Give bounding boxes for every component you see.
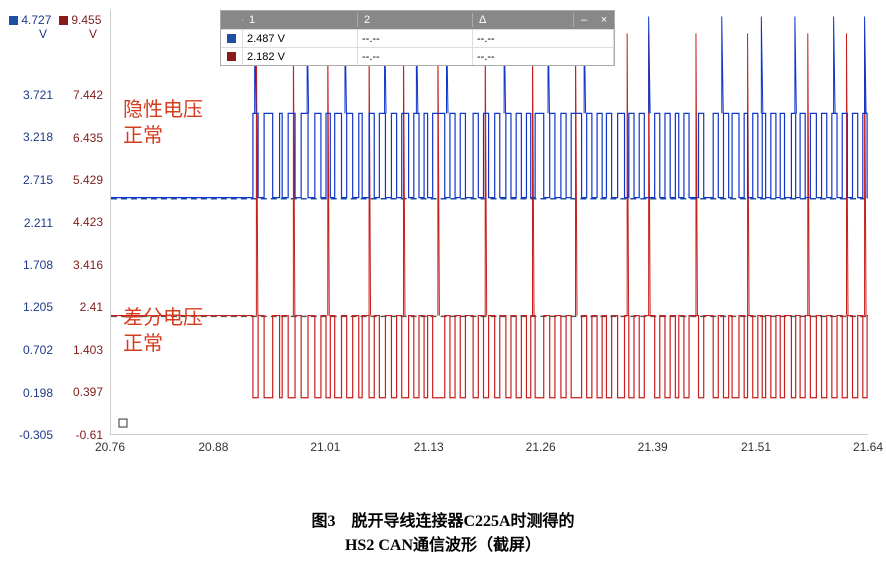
measurement-row: 2.487 V--.----.-- [221, 29, 614, 47]
y-tick-label: 4.423 [57, 215, 103, 229]
axis1-marker-icon [9, 16, 18, 25]
x-tick-label: 21.64 [853, 440, 883, 454]
measure-val-2: --.-- [358, 47, 473, 65]
y1-unit: V [39, 27, 47, 41]
x-tick-label: 21.51 [741, 440, 771, 454]
y1-top-label: 4.727 [21, 13, 51, 27]
y-tick-label: 1.205 [7, 300, 53, 314]
measure-val-1: 2.182 V [243, 47, 358, 65]
x-axis: 20.7620.8821.0121.1321.2621.3921.5121.64 [110, 435, 868, 455]
caption-line-1: 图3 脱开导线连接器C225A时测得的 [0, 510, 886, 534]
minimize-button[interactable]: – [574, 11, 594, 29]
y-tick-label: 2.211 [7, 216, 53, 230]
measure-val-1: 2.487 V [243, 29, 358, 47]
x-tick-label: 21.13 [414, 440, 444, 454]
axis2-marker-icon [59, 16, 68, 25]
x-tick-label: 21.39 [638, 440, 668, 454]
oscilloscope-chart: 4.727 V 9.455 V 20.7620.8821.0121.1321.2… [5, 5, 881, 480]
x-tick-label: 21.26 [526, 440, 556, 454]
measure-col-2: 2 [358, 13, 473, 27]
y-tick-label: 5.429 [57, 173, 103, 187]
y-tick-label: 6.435 [57, 131, 103, 145]
measure-col-delta: Δ [473, 13, 574, 27]
y-tick-label: 1.708 [7, 258, 53, 272]
y-tick-label: -0.305 [7, 428, 53, 442]
y-tick-label: 7.442 [57, 88, 103, 102]
measure-val-delta: --.-- [473, 29, 614, 47]
annotation-text: 差分电压正常 [123, 305, 203, 357]
y-tick-label: 0.198 [7, 386, 53, 400]
measure-val-delta: --.-- [473, 47, 614, 65]
series-marker-icon [227, 52, 236, 61]
annotation-text: 隐性电压正常 [123, 97, 203, 149]
figure-caption: 图3 脱开导线连接器C225A时测得的 HS2 CAN通信波形（截屏） [0, 510, 886, 558]
y-tick-label: 2.715 [7, 173, 53, 187]
x-tick-label: 20.76 [95, 440, 125, 454]
x-tick-label: 20.88 [198, 440, 228, 454]
y-tick-label: 3.416 [57, 258, 103, 272]
y2-top-label: 9.455 [71, 13, 101, 27]
measure-val-2: --.-- [358, 29, 473, 47]
y-tick-label: 0.702 [7, 343, 53, 357]
measurement-panel: 1 2 Δ – × 2.487 V--.----.--2.182 V--.---… [220, 10, 615, 66]
measure-col-1: 1 [243, 13, 358, 27]
y-tick-label: -0.61 [57, 428, 103, 442]
waveform-svg [111, 10, 868, 434]
y-tick-label: 3.218 [7, 130, 53, 144]
measurement-header: 1 2 Δ – × [221, 11, 614, 29]
y2-unit: V [89, 27, 97, 41]
y-tick-label: 1.403 [57, 343, 103, 357]
caption-line-2: HS2 CAN通信波形（截屏） [0, 534, 886, 558]
plot-area [110, 10, 868, 435]
y-tick-label: 3.721 [7, 88, 53, 102]
x-tick-label: 21.01 [310, 440, 340, 454]
close-button[interactable]: × [594, 11, 614, 29]
measurement-row: 2.182 V--.----.-- [221, 47, 614, 65]
series-marker-icon [227, 34, 236, 43]
y-tick-label: 2.41 [57, 300, 103, 314]
y-tick-label: 0.397 [57, 385, 103, 399]
